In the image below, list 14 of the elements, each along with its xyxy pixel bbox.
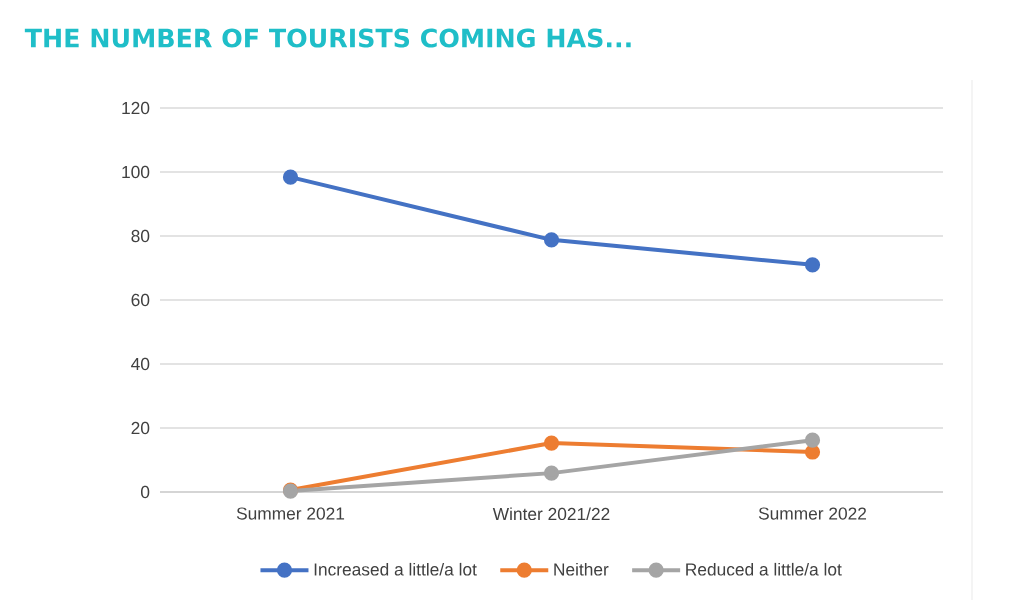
y-tick-label: 80 [131, 229, 150, 243]
legend-label: Reduced a little/a lot [686, 562, 842, 576]
x-tick-label: Winter 2021/22 [492, 507, 610, 521]
x-tick-label: Summer 2021 [236, 507, 345, 520]
y-tick-label: 60 [131, 293, 150, 307]
y-tick-label: 0 [140, 485, 150, 499]
legend-label: Increased a little/a lot [314, 562, 477, 576]
y-tick-label: 40 [131, 357, 150, 371]
x-tick-label: Summer 2022 [758, 507, 867, 520]
chart-title: THE NUMBER OF TOURISTS COMING HAS... [24, 28, 631, 48]
y-tick-label: 100 [122, 165, 150, 179]
y-tick-label: 120 [122, 101, 150, 115]
y-tick-label: 20 [131, 421, 150, 435]
legend-label: Neither [554, 562, 609, 576]
